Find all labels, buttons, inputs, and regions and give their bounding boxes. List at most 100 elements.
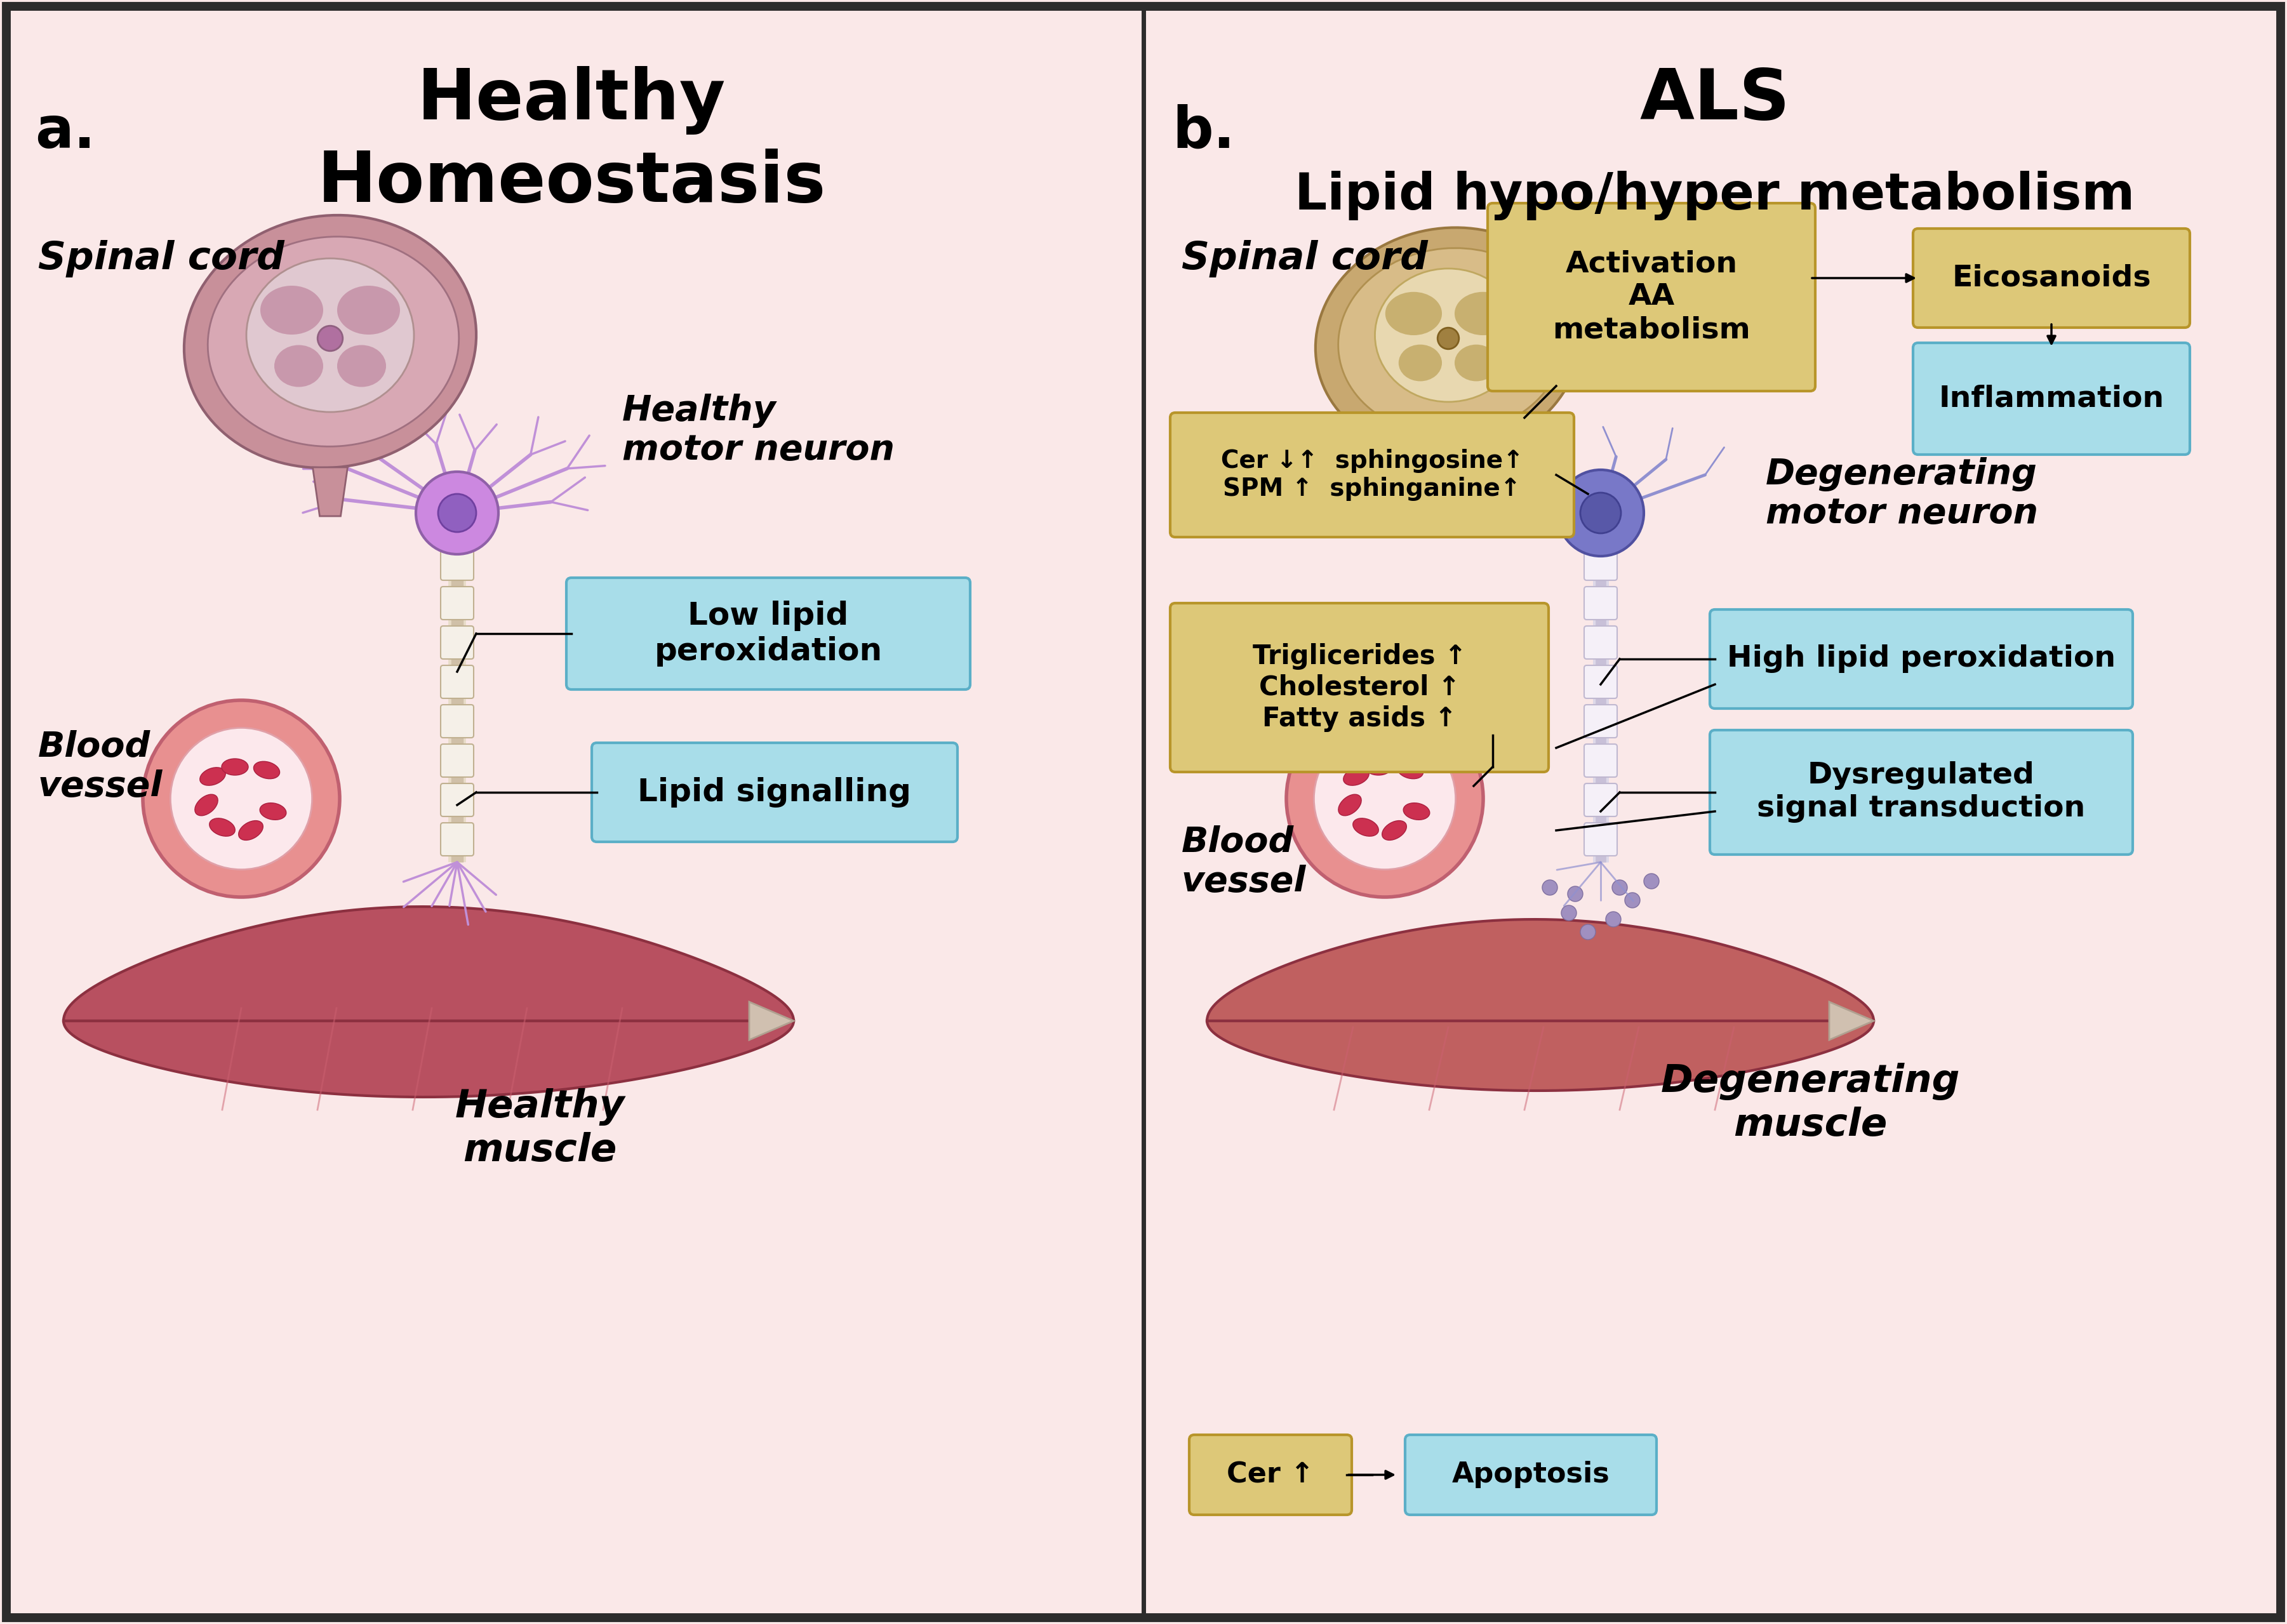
FancyBboxPatch shape xyxy=(1585,744,1617,776)
Text: ALS: ALS xyxy=(1640,67,1791,135)
Circle shape xyxy=(172,728,311,869)
Ellipse shape xyxy=(1338,794,1361,815)
Ellipse shape xyxy=(183,214,476,468)
FancyBboxPatch shape xyxy=(1912,229,2191,328)
Ellipse shape xyxy=(238,820,263,840)
Text: Degenerating
muscle: Degenerating muscle xyxy=(1660,1064,1960,1143)
Text: High lipid peroxidation: High lipid peroxidation xyxy=(1727,645,2115,674)
FancyBboxPatch shape xyxy=(441,625,473,659)
Ellipse shape xyxy=(1397,762,1423,780)
Circle shape xyxy=(1439,328,1459,349)
Circle shape xyxy=(142,700,341,896)
Text: Apoptosis: Apoptosis xyxy=(1452,1462,1610,1489)
Text: Healthy
muscle: Healthy muscle xyxy=(455,1088,624,1169)
Ellipse shape xyxy=(208,237,460,447)
FancyBboxPatch shape xyxy=(1585,666,1617,698)
Ellipse shape xyxy=(254,762,279,780)
FancyBboxPatch shape xyxy=(1711,609,2134,708)
Polygon shape xyxy=(1830,1002,1873,1039)
FancyBboxPatch shape xyxy=(441,705,473,737)
Text: Cer ↓↑  sphingosine↑
SPM ↑  sphinganine↑: Cer ↓↑ sphingosine↑ SPM ↑ sphinganine↑ xyxy=(1221,448,1523,500)
Circle shape xyxy=(1285,700,1484,896)
FancyBboxPatch shape xyxy=(441,783,473,817)
Ellipse shape xyxy=(336,286,400,335)
Ellipse shape xyxy=(1342,768,1370,786)
Ellipse shape xyxy=(1354,818,1379,836)
FancyBboxPatch shape xyxy=(441,744,473,776)
FancyBboxPatch shape xyxy=(441,823,473,856)
Ellipse shape xyxy=(261,286,322,335)
Circle shape xyxy=(1562,905,1576,921)
Circle shape xyxy=(1567,887,1583,901)
FancyBboxPatch shape xyxy=(1912,343,2191,455)
Ellipse shape xyxy=(261,802,286,820)
Text: Activation
AA
metabolism: Activation AA metabolism xyxy=(1553,250,1750,344)
FancyBboxPatch shape xyxy=(1189,1436,1352,1515)
Text: Triglicerides ↑
Cholesterol ↑
Fatty asids ↑: Triglicerides ↑ Cholesterol ↑ Fatty asid… xyxy=(1253,643,1466,732)
Ellipse shape xyxy=(274,344,322,387)
Text: Eicosanoids: Eicosanoids xyxy=(1951,263,2152,292)
FancyBboxPatch shape xyxy=(1711,731,2134,854)
Text: Dysregulated
signal transduction: Dysregulated signal transduction xyxy=(1756,762,2086,823)
Text: a.: a. xyxy=(34,104,96,161)
Text: b.: b. xyxy=(1171,104,1235,161)
Circle shape xyxy=(1624,893,1640,908)
Circle shape xyxy=(1605,911,1621,927)
Ellipse shape xyxy=(1374,268,1521,401)
FancyBboxPatch shape xyxy=(1585,625,1617,659)
Text: Spinal cord: Spinal cord xyxy=(1182,240,1427,278)
Text: Lipid signalling: Lipid signalling xyxy=(638,776,913,807)
Ellipse shape xyxy=(1455,292,1512,335)
FancyBboxPatch shape xyxy=(1404,1436,1656,1515)
Ellipse shape xyxy=(1455,344,1498,382)
Text: Spinal cord: Spinal cord xyxy=(39,240,284,278)
FancyBboxPatch shape xyxy=(1487,203,1816,391)
Ellipse shape xyxy=(336,344,387,387)
Ellipse shape xyxy=(1381,820,1407,840)
Text: Homeostasis: Homeostasis xyxy=(318,149,826,218)
Circle shape xyxy=(1612,880,1628,895)
FancyBboxPatch shape xyxy=(1585,547,1617,580)
FancyBboxPatch shape xyxy=(441,586,473,620)
Ellipse shape xyxy=(1386,292,1441,335)
Ellipse shape xyxy=(247,258,414,412)
Circle shape xyxy=(1580,924,1596,940)
FancyBboxPatch shape xyxy=(441,666,473,698)
Text: Lipid hypo/hyper metabolism: Lipid hypo/hyper metabolism xyxy=(1294,171,2136,221)
FancyBboxPatch shape xyxy=(1585,705,1617,737)
Ellipse shape xyxy=(199,768,226,786)
FancyBboxPatch shape xyxy=(1585,823,1617,856)
Text: Cer ↑: Cer ↑ xyxy=(1226,1462,1315,1489)
Circle shape xyxy=(1644,874,1658,888)
Polygon shape xyxy=(64,906,794,1098)
Circle shape xyxy=(1541,880,1557,895)
Circle shape xyxy=(439,494,476,533)
FancyBboxPatch shape xyxy=(1585,586,1617,620)
FancyBboxPatch shape xyxy=(592,742,958,841)
FancyBboxPatch shape xyxy=(1171,603,1548,771)
Ellipse shape xyxy=(194,794,217,815)
Ellipse shape xyxy=(1404,802,1429,820)
Text: Inflammation: Inflammation xyxy=(1939,385,2164,412)
Circle shape xyxy=(1315,728,1455,869)
FancyBboxPatch shape xyxy=(567,578,970,690)
Polygon shape xyxy=(1434,455,1464,502)
Text: Blood
vessel: Blood vessel xyxy=(1182,825,1306,900)
Text: Low lipid
peroxidation: Low lipid peroxidation xyxy=(654,601,883,666)
Circle shape xyxy=(416,471,499,554)
Ellipse shape xyxy=(222,758,249,775)
FancyBboxPatch shape xyxy=(441,547,473,580)
Polygon shape xyxy=(750,1002,794,1039)
FancyBboxPatch shape xyxy=(1585,783,1617,817)
Text: Blood
vessel: Blood vessel xyxy=(39,729,162,804)
Polygon shape xyxy=(313,468,348,516)
FancyBboxPatch shape xyxy=(1171,412,1573,538)
Circle shape xyxy=(1580,492,1621,533)
Ellipse shape xyxy=(1400,344,1441,382)
Polygon shape xyxy=(1208,919,1873,1091)
Text: Degenerating
motor neuron: Degenerating motor neuron xyxy=(1766,456,2038,531)
Ellipse shape xyxy=(1338,248,1564,435)
Ellipse shape xyxy=(210,818,236,836)
Circle shape xyxy=(318,326,343,351)
Circle shape xyxy=(1557,469,1644,555)
